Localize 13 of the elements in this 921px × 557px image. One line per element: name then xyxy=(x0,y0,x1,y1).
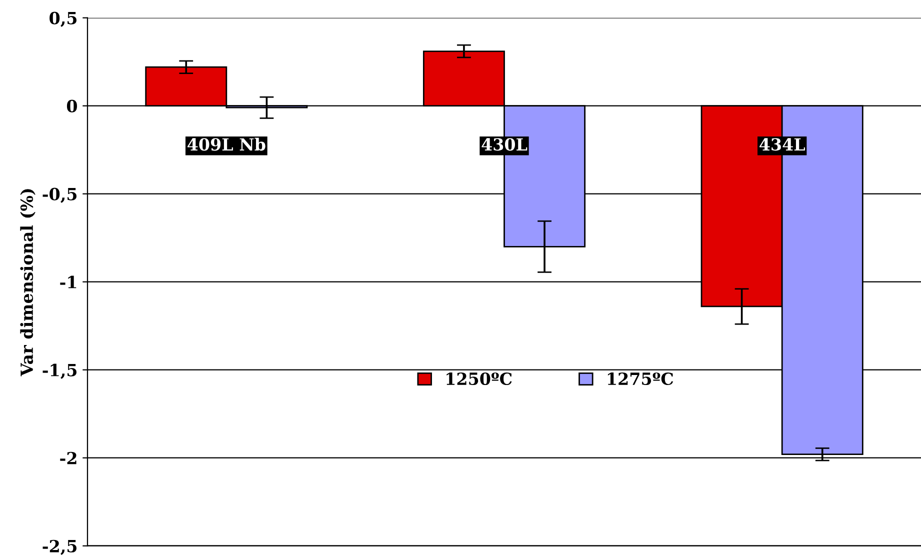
legend-label: 1250ºC xyxy=(446,372,512,386)
y-tick-label: -2,5 xyxy=(42,540,77,555)
y-tick-label: 0,5 xyxy=(50,12,77,27)
y-tick-label: -1 xyxy=(60,276,76,288)
x-tick-label: 409L Nb xyxy=(188,138,266,151)
y-axis-title: Var dimensional (%) xyxy=(20,189,36,376)
y-tick-label: -0,5 xyxy=(42,188,77,203)
legend-label: 1275ºC xyxy=(608,372,674,386)
x-tick-label: 430L xyxy=(482,138,528,151)
y-tick-label: -1,5 xyxy=(42,364,77,379)
x-tick-label: 434L xyxy=(760,138,805,151)
y-tick-label: -2 xyxy=(60,452,76,464)
y-tick-label: 0 xyxy=(66,100,77,112)
